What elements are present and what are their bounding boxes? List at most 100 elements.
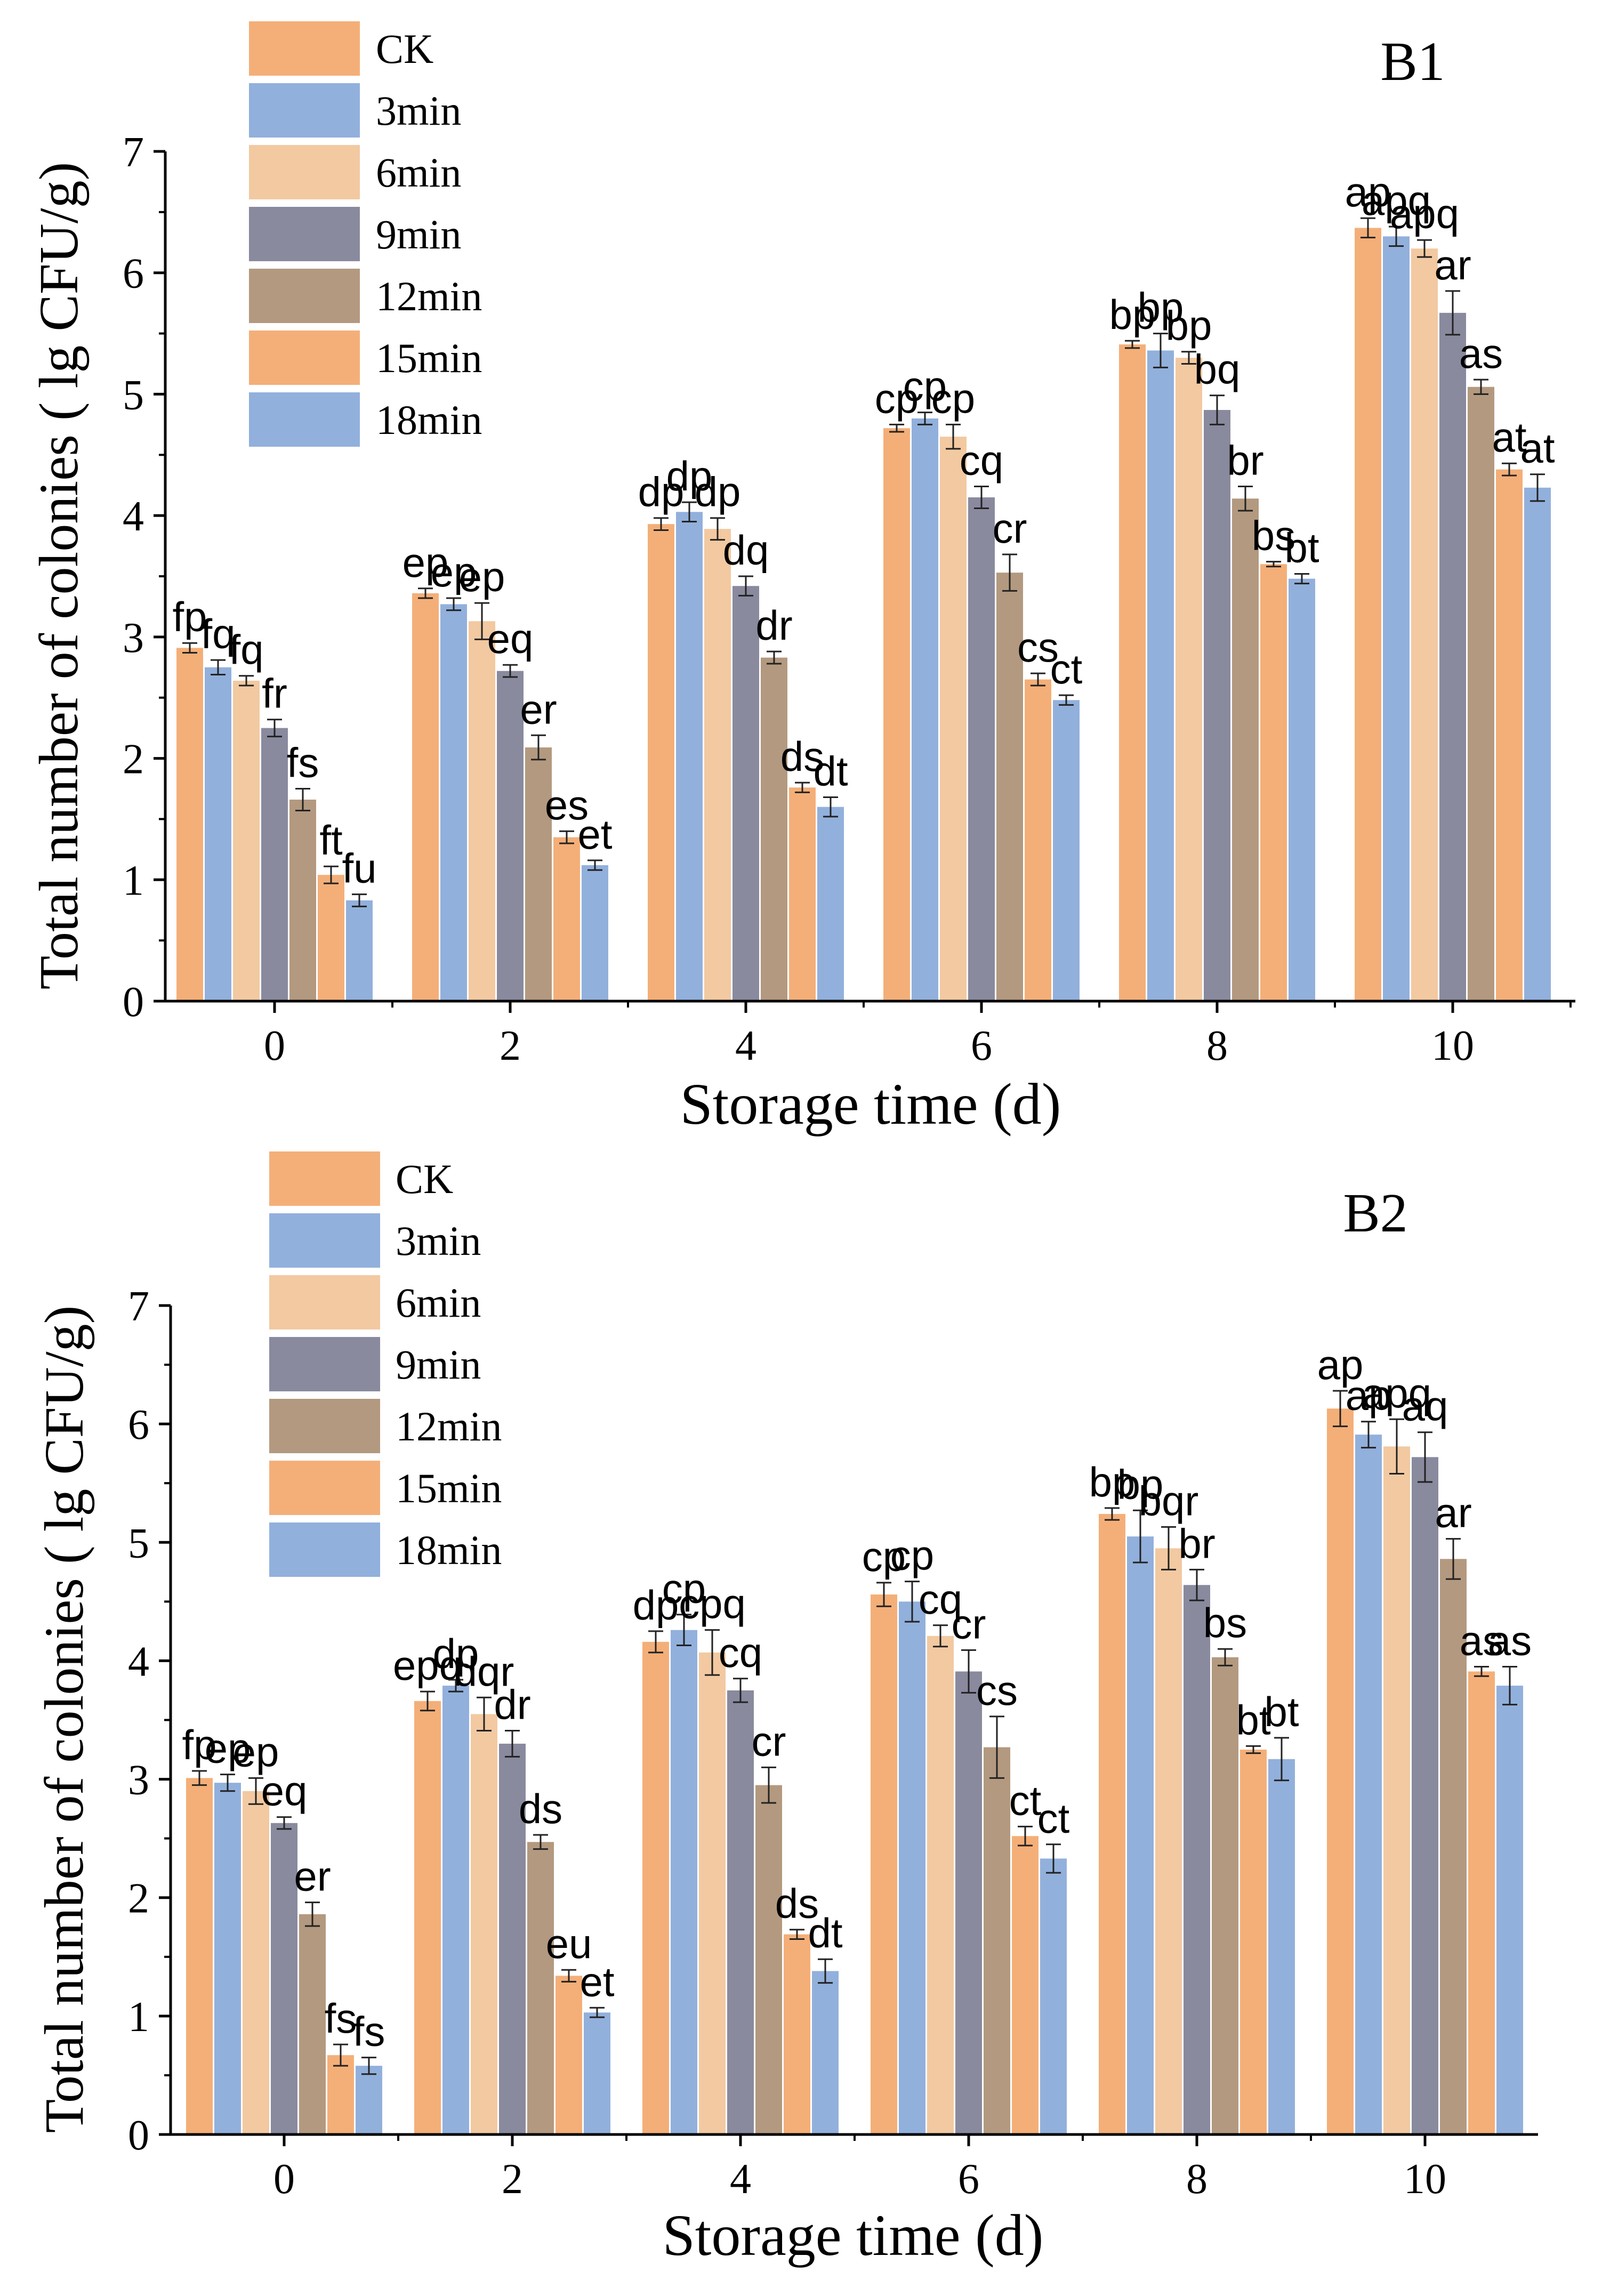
bar xyxy=(1439,312,1466,1001)
legend-label: 9min xyxy=(376,211,461,257)
bar xyxy=(732,586,759,1001)
bar xyxy=(289,799,316,1001)
significance-label: dq xyxy=(723,527,769,574)
y-tick-label: 1 xyxy=(128,1994,149,2041)
bar xyxy=(261,728,288,1001)
bar xyxy=(1411,248,1438,1002)
x-tick-label: 4 xyxy=(735,1022,756,1069)
significance-label: bp xyxy=(1089,1459,1136,1505)
significance-label: eq xyxy=(487,615,534,662)
bar xyxy=(205,667,231,1001)
x-axis-label: Storage time (d) xyxy=(663,2203,1044,2268)
y-tick-label: 5 xyxy=(128,1520,149,1567)
bar xyxy=(1012,1836,1039,2134)
bar xyxy=(1496,1686,1523,2134)
bar xyxy=(927,1636,954,2134)
y-tick-label: 1 xyxy=(123,857,144,904)
significance-label: fs xyxy=(325,1995,357,2042)
y-tick-label: 7 xyxy=(128,1283,149,1330)
legend-swatch xyxy=(249,207,360,261)
significance-label: eu xyxy=(546,1920,592,1967)
bar xyxy=(471,1714,497,2134)
significance-label: ap xyxy=(1345,168,1391,215)
bar xyxy=(414,1701,441,2134)
bar xyxy=(318,875,344,1001)
bar xyxy=(497,671,524,1001)
significance-label: bs xyxy=(1203,1599,1247,1646)
significance-label: cp xyxy=(903,363,947,410)
legend-swatch xyxy=(249,83,360,138)
bar xyxy=(1468,386,1494,1002)
bar xyxy=(1260,564,1287,1001)
significance-label: cr xyxy=(952,1600,986,1647)
significance-label: et xyxy=(579,1958,614,2005)
significance-label: dp xyxy=(695,469,741,515)
significance-label: dqr xyxy=(454,1648,514,1695)
bar xyxy=(527,1842,554,2134)
bar xyxy=(1440,1559,1467,2134)
legend-label: 6min xyxy=(396,1279,481,1326)
bar xyxy=(271,1823,297,2134)
bar xyxy=(984,1747,1010,2134)
x-tick-label: 6 xyxy=(971,1022,992,1069)
y-tick-label: 2 xyxy=(128,1875,149,1922)
bar xyxy=(1232,498,1259,1001)
legend-swatch xyxy=(249,392,360,447)
significance-label: fu xyxy=(342,845,376,892)
legend-label: 6min xyxy=(376,149,461,196)
significance-label: fr xyxy=(262,670,287,717)
significance-label: cp xyxy=(890,1532,934,1579)
significance-label: er xyxy=(294,1853,331,1900)
significance-label: at xyxy=(1492,414,1526,461)
significance-label: at xyxy=(1520,425,1555,472)
significance-label: ar xyxy=(1435,1489,1471,1536)
y-tick-label: 7 xyxy=(123,129,144,176)
significance-label: cq xyxy=(960,437,1003,484)
significance-label: bqr xyxy=(1139,1477,1199,1524)
bar xyxy=(1524,487,1551,1001)
significance-label: ep xyxy=(431,549,477,595)
legend-swatch xyxy=(269,1337,380,1391)
significance-label: bt xyxy=(1284,524,1319,571)
significance-label: dp xyxy=(666,453,713,500)
legend-label: 12min xyxy=(376,273,482,319)
bar xyxy=(968,497,995,1001)
significance-label: cp xyxy=(875,375,919,422)
bar xyxy=(1176,358,1202,1001)
significance-label: ds xyxy=(780,733,824,780)
significance-label: apq xyxy=(1362,1369,1431,1416)
bar xyxy=(1268,1759,1295,2134)
legend-swatch xyxy=(269,1275,380,1330)
legend-swatch xyxy=(249,145,360,199)
bar xyxy=(996,573,1023,1001)
bar xyxy=(214,1783,241,2134)
legend-label: 18min xyxy=(396,1527,502,1573)
bar xyxy=(412,593,439,1001)
legend-label: CK xyxy=(396,1156,453,1202)
legend-label: 18min xyxy=(376,397,482,443)
significance-label: dr xyxy=(494,1681,530,1728)
x-tick-label: 0 xyxy=(264,1022,285,1069)
legend-swatch xyxy=(269,1213,380,1268)
significance-label: dt xyxy=(808,1910,842,1956)
bar xyxy=(1289,578,1315,1001)
legend-swatch xyxy=(249,269,360,323)
bar xyxy=(871,1594,897,2134)
bar xyxy=(642,1641,669,2134)
bar xyxy=(812,1971,839,2134)
significance-label: dp xyxy=(633,1582,679,1629)
significance-label: er xyxy=(520,686,557,732)
significance-label: dp xyxy=(433,1630,479,1677)
bar xyxy=(727,1690,754,2134)
x-tick-label: 2 xyxy=(502,2156,523,2203)
legend-swatch xyxy=(249,331,360,385)
significance-label: ds xyxy=(775,1880,819,1927)
bar xyxy=(233,680,260,1001)
legend-swatch xyxy=(269,1399,380,1453)
significance-label: cr xyxy=(993,505,1027,552)
bar xyxy=(784,1934,810,2134)
bar xyxy=(789,787,816,1001)
bar xyxy=(243,1791,269,2134)
bar xyxy=(883,428,910,1001)
panel-title: B1 xyxy=(1380,31,1445,92)
